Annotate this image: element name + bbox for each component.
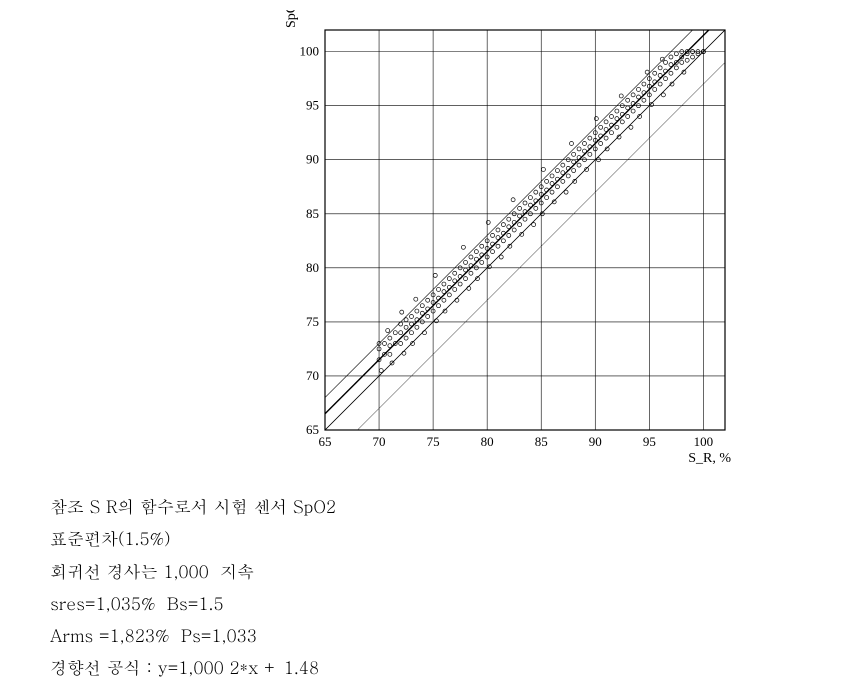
page-root: 65 70 75 80 85 90 95 100 65 70 75 80 85 90 95 100 S_R, %… xyxy=(0,0,860,682)
svg-text:SpO₂, %: SpO₂, % xyxy=(284,10,299,28)
caption-line-1: 참조 S R의 함수로서 시험 센서 SpO2 xyxy=(50,490,336,522)
svg-text:65: 65 xyxy=(306,422,319,437)
svg-text:70: 70 xyxy=(306,368,319,383)
svg-text:75: 75 xyxy=(427,434,440,449)
svg-text:100: 100 xyxy=(694,434,714,449)
svg-text:S_R, %: S_R, % xyxy=(688,451,731,466)
svg-text:85: 85 xyxy=(535,434,548,449)
svg-text:95: 95 xyxy=(643,434,656,449)
svg-text:95: 95 xyxy=(306,98,319,113)
svg-text:65: 65 xyxy=(319,434,332,449)
svg-text:75: 75 xyxy=(306,314,319,329)
caption-line-6: 경향선 공식 : y=1,000 2*x + 1.48 xyxy=(50,651,336,683)
caption-line-4: sres=1,035% Bs=1.5 xyxy=(50,587,336,619)
svg-text:80: 80 xyxy=(306,260,319,275)
svg-text:90: 90 xyxy=(589,434,602,449)
scatter-chart: 65 70 75 80 85 90 95 100 65 70 75 80 85 90 95 100 S_R, %… xyxy=(260,10,760,485)
svg-text:85: 85 xyxy=(306,206,319,221)
svg-text:70: 70 xyxy=(373,434,386,449)
chart-svg: 65 70 75 80 85 90 95 100 65 70 75 80 85 90 95 100 S_R, %… xyxy=(260,10,760,480)
svg-text:100: 100 xyxy=(300,44,320,59)
caption-block: 참조 S R의 함수로서 시험 센서 SpO2 표준편차(1.5%) 회귀선 경… xyxy=(50,490,336,684)
caption-line-3: 회귀선 경사는 1,000 지속 xyxy=(50,555,336,587)
caption-line-2: 표준편차(1.5%) xyxy=(50,522,336,554)
svg-text:80: 80 xyxy=(481,434,494,449)
caption-line-5: Arms =1,823% Ps=1,033 xyxy=(50,619,336,651)
svg-text:90: 90 xyxy=(306,152,319,167)
